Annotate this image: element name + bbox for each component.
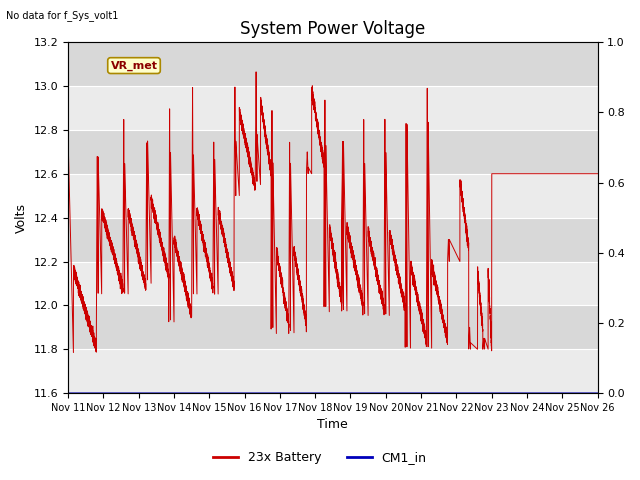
Bar: [68, 42, 598, 86]
Bar: [68, 217, 598, 262]
Legend: 23x Battery, CM1_in: 23x Battery, CM1_in: [208, 446, 432, 469]
Bar: [68, 305, 598, 349]
Bar: [68, 349, 598, 393]
Bar: [68, 174, 598, 217]
Text: VR_met: VR_met: [111, 60, 157, 71]
Title: System Power Voltage: System Power Voltage: [240, 20, 426, 38]
Bar: [68, 262, 598, 305]
X-axis label: Time: Time: [317, 419, 348, 432]
Bar: [68, 86, 598, 130]
Y-axis label: Volts: Volts: [15, 203, 28, 233]
Text: No data for f_Sys_volt1: No data for f_Sys_volt1: [6, 10, 119, 21]
Bar: [68, 130, 598, 174]
